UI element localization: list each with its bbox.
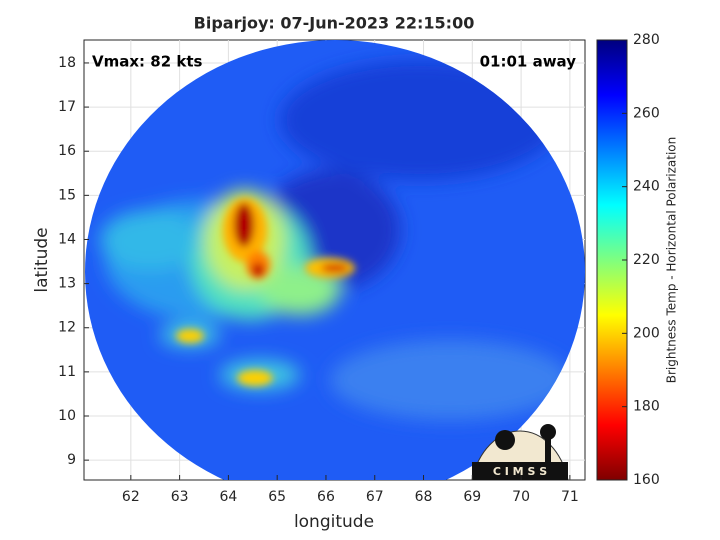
swath bbox=[85, 40, 585, 480]
colorbar-tick-label: 260 bbox=[633, 105, 660, 121]
x-tick-label: 65 bbox=[268, 489, 286, 505]
image-layer: C I M S S bbox=[85, 40, 585, 480]
y-axis-label: latitude bbox=[32, 227, 52, 292]
chart-title: Biparjoy: 07-Jun-2023 22:15:00 bbox=[194, 14, 475, 33]
x-tick-label: 68 bbox=[415, 489, 433, 505]
x-tick-label: 67 bbox=[366, 489, 384, 505]
y-tick-label: 17 bbox=[58, 99, 76, 115]
x-axis-label: longitude bbox=[294, 512, 374, 532]
y-tick-label: 16 bbox=[58, 143, 76, 159]
y-tick-label: 18 bbox=[58, 55, 76, 71]
colorbar-tick-label: 180 bbox=[633, 399, 660, 415]
x-tick-label: 71 bbox=[561, 489, 579, 505]
y-tick-label: 11 bbox=[58, 364, 76, 380]
x-tick-label: 62 bbox=[122, 489, 140, 505]
x-tick-label: 70 bbox=[512, 489, 530, 505]
y-tick-label: 9 bbox=[67, 452, 76, 468]
time-annotation: 01:01 away bbox=[480, 53, 577, 71]
x-tick-label: 64 bbox=[219, 489, 237, 505]
vmax-annotation: Vmax: 82 kts bbox=[92, 53, 202, 71]
logo-text: C I M S S bbox=[493, 465, 547, 478]
colorbar-tick-label: 280 bbox=[633, 32, 660, 48]
y-tick-label: 13 bbox=[58, 276, 76, 292]
y-tick-label: 10 bbox=[58, 408, 76, 424]
y-tick-label: 12 bbox=[58, 320, 76, 336]
colorbar-tick-label: 220 bbox=[633, 252, 660, 268]
x-tick-label: 69 bbox=[463, 489, 481, 505]
x-tick-label: 66 bbox=[317, 489, 335, 505]
x-tick-label: 63 bbox=[171, 489, 189, 505]
colorbar-tick-label: 200 bbox=[633, 325, 660, 341]
y-tick-label: 14 bbox=[58, 231, 76, 247]
colorbar-tick-label: 240 bbox=[633, 179, 660, 195]
cimss-logo: C I M S S bbox=[471, 424, 569, 480]
colorbar-tick-label: 160 bbox=[633, 472, 660, 488]
colorbar-label: Brightness Temp - Horizontal Polarizatio… bbox=[665, 137, 679, 384]
y-tick-label: 15 bbox=[58, 187, 76, 203]
